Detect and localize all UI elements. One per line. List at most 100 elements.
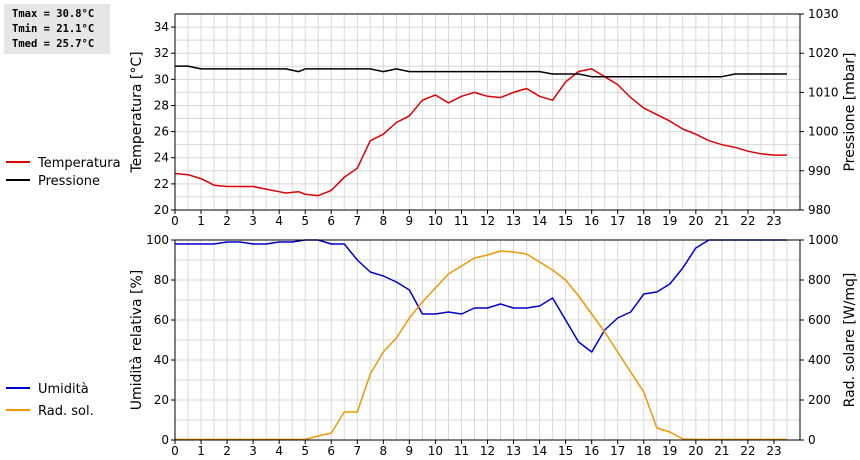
- x-tick-label: 0: [171, 444, 179, 458]
- x-tick-label: 8: [380, 444, 388, 458]
- x-tick-label: 14: [532, 444, 547, 458]
- x-tick-label: 6: [327, 214, 335, 228]
- x-tick-label: 9: [406, 214, 414, 228]
- x-tick-label: 11: [454, 444, 469, 458]
- x-tick-label: 10: [428, 214, 443, 228]
- x-tick-label: 2: [223, 214, 231, 228]
- x-tick-label: 17: [610, 444, 625, 458]
- x-tick-label: 20: [688, 214, 703, 228]
- x-tick-label: 4: [275, 444, 283, 458]
- y-right-tick-label: 800: [808, 273, 831, 287]
- series-line-pressione: [175, 65, 787, 78]
- x-tick-label: 13: [506, 444, 521, 458]
- x-tick-label: 4: [275, 214, 283, 228]
- x-tick-label: 1: [197, 444, 205, 458]
- y-left-tick-label: 20: [154, 203, 169, 217]
- y-left-tick-label: 32: [154, 46, 169, 60]
- tmax-label: Tmax = 30.8°C: [12, 8, 95, 20]
- legend-top: Temperatura Pressione: [6, 156, 121, 189]
- y-right-tick-label: 1010: [808, 85, 839, 99]
- x-tick-label: 19: [662, 214, 677, 228]
- y-right-tick-label: 0: [808, 433, 816, 447]
- y-right-label-top: Pressione [mbar]: [842, 52, 858, 171]
- y-left-tick-label: 24: [154, 151, 169, 165]
- x-tick-label: 7: [353, 214, 361, 228]
- y-left-tick-label: 100: [146, 233, 169, 247]
- y-right-ticks-top: 980 990 1000 1010 1020 1030: [800, 7, 839, 217]
- x-tick-label: 16: [584, 214, 599, 228]
- series-line-rad-sol: [175, 250, 787, 441]
- x-tick-label: 19: [662, 444, 677, 458]
- y-left-tick-label: 28: [154, 98, 169, 112]
- series-line-temperatura: [174, 68, 787, 197]
- chart-bottom: 0 1 2 3 4 5 6 7 8 9 10 11 12 13 14 15 16 17 18 19 20 21 22 23 0…: [6, 233, 858, 458]
- legend-label: Pressione: [38, 174, 100, 189]
- stats-box: Tmax = 30.8°C Tmin = 21.1°C Tmed = 25.7°…: [4, 4, 110, 54]
- legend-bottom: Umidità Rad. sol.: [6, 382, 94, 419]
- y-right-tick-label: 1020: [808, 46, 839, 60]
- y-right-tick-label: 400: [808, 353, 831, 367]
- y-right-label-bottom: Rad. solare [W/mq]: [842, 273, 858, 408]
- x-tick-label: 22: [740, 444, 755, 458]
- x-tick-label: 2: [223, 444, 231, 458]
- x-tick-label: 21: [714, 444, 729, 458]
- x-tick-label: 9: [406, 444, 414, 458]
- grid-bottom: [175, 240, 800, 440]
- tmin-label: Tmin = 21.1°C: [12, 23, 95, 35]
- x-tick-label: 5: [301, 214, 309, 228]
- y-right-tick-label: 990: [808, 164, 831, 178]
- x-tick-label: 14: [532, 214, 547, 228]
- x-tick-label: 18: [636, 444, 651, 458]
- y-left-tick-label: 26: [154, 125, 169, 139]
- x-tick-label: 0: [171, 214, 179, 228]
- x-tick-label: 23: [766, 444, 781, 458]
- x-tick-label: 3: [249, 444, 257, 458]
- y-left-tick-label: 30: [154, 72, 169, 86]
- x-tick-label: 13: [506, 214, 521, 228]
- y-left-tick-label: 22: [154, 177, 169, 191]
- y-left-tick-label: 34: [154, 20, 169, 34]
- chart-top: 0 1 2 3 4 5 6 7 8 9 10 11 12 13 14 15 16 17 18 19 20 21 22 23 2…: [6, 7, 858, 228]
- x-tick-label: 17: [610, 214, 625, 228]
- x-tick-label: 5: [301, 444, 309, 458]
- y-left-tick-label: 20: [154, 393, 169, 407]
- x-tick-label: 6: [327, 444, 335, 458]
- y-right-tick-label: 600: [808, 313, 831, 327]
- tmed-label: Tmed = 25.7°C: [12, 38, 95, 50]
- x-tick-label: 16: [584, 444, 599, 458]
- legend-label: Umidità: [38, 382, 89, 397]
- y-left-label-top: Temperatura [°C]: [129, 51, 145, 173]
- x-tick-label: 20: [688, 444, 703, 458]
- y-right-ticks-bottom: 0 200 400 600 800 1000: [800, 233, 839, 447]
- series-top: [174, 65, 787, 197]
- x-tick-label: 18: [636, 214, 651, 228]
- x-tick-label: 12: [480, 444, 495, 458]
- series-bottom: [175, 239, 787, 441]
- x-tick-label: 11: [454, 214, 469, 228]
- y-left-tick-label: 0: [161, 433, 169, 447]
- x-tick-label: 12: [480, 214, 495, 228]
- x-ticks-top: 0 1 2 3 4 5 6 7 8 9 10 11 12 13 14 15 16 17 18 19 20 21 22 23: [171, 210, 782, 228]
- x-tick-label: 21: [714, 214, 729, 228]
- y-left-tick-label: 80: [154, 273, 169, 287]
- grid-top: [175, 14, 800, 210]
- x-ticks-bottom: 0 1 2 3 4 5 6 7 8 9 10 11 12 13 14 15 16 17 18 19 20 21 22 23: [171, 440, 782, 458]
- y-right-tick-label: 1000: [808, 125, 839, 139]
- legend-label: Rad. sol.: [38, 404, 94, 419]
- x-tick-label: 15: [558, 444, 573, 458]
- y-left-ticks-top: 20 22 24 26 28 30 32 34: [154, 20, 175, 217]
- y-left-ticks-bottom: 0 20 40 60 80 100: [146, 233, 175, 447]
- x-tick-label: 22: [740, 214, 755, 228]
- x-tick-label: 23: [766, 214, 781, 228]
- series-line-umidit: [175, 239, 787, 353]
- y-left-tick-label: 40: [154, 353, 169, 367]
- x-tick-label: 7: [353, 444, 361, 458]
- y-left-tick-label: 60: [154, 313, 169, 327]
- x-tick-label: 8: [380, 214, 388, 228]
- x-tick-label: 1: [197, 214, 205, 228]
- y-left-label-bottom: Umidità relativa [%]: [129, 270, 145, 411]
- y-right-tick-label: 1000: [808, 233, 839, 247]
- x-tick-label: 15: [558, 214, 573, 228]
- y-right-tick-label: 200: [808, 393, 831, 407]
